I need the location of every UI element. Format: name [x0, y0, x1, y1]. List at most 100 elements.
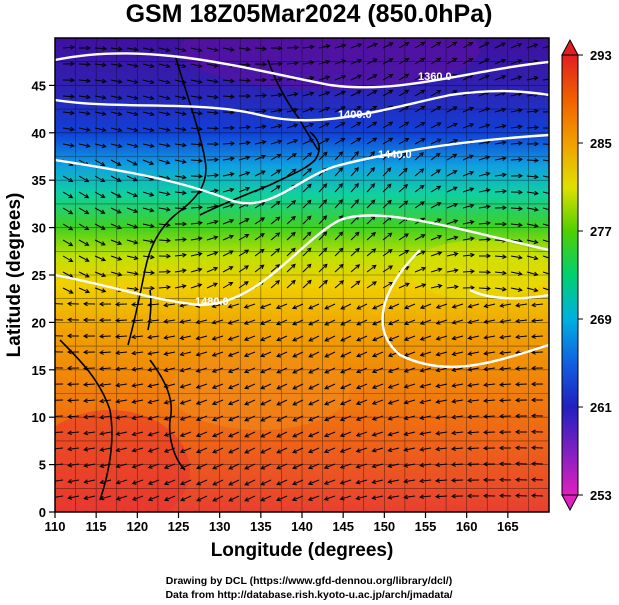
- wind-arrow: [142, 127, 155, 133]
- wind-arrow: [371, 463, 384, 469]
- wind-arrow: [270, 216, 281, 225]
- wind-arrow: [334, 151, 344, 161]
- wind-arrow: [526, 174, 539, 180]
- wind-arrow: [174, 127, 187, 132]
- wind-arrow: [276, 383, 288, 390]
- wind-arrow: [228, 447, 240, 454]
- wind-arrow: [222, 94, 236, 99]
- wind-arrow: [340, 367, 352, 374]
- wind-arrow: [158, 207, 171, 212]
- wind-arrow: [270, 45, 284, 51]
- wind-arrow: [302, 167, 312, 177]
- wind-arrow: [466, 461, 480, 467]
- wind-arrow: [174, 237, 188, 242]
- wind-arrow: [462, 170, 475, 177]
- wind-arrow: [403, 367, 416, 373]
- wind-arrow: [94, 239, 106, 246]
- wind-arrow: [174, 252, 187, 258]
- wind-arrow: [356, 303, 368, 310]
- wind-arrow: [387, 319, 400, 326]
- wind-arrow: [334, 263, 344, 273]
- wind-arrow: [398, 233, 409, 241]
- wind-arrow: [450, 493, 464, 499]
- wind-arrow: [323, 479, 336, 485]
- wind-arrow: [308, 415, 320, 422]
- wind-arrow: [243, 367, 256, 374]
- wind-arrow: [190, 173, 204, 179]
- wind-arrow: [466, 493, 479, 499]
- wind-arrow: [260, 415, 272, 422]
- wind-arrow: [382, 58, 394, 65]
- wind-arrow: [286, 279, 296, 289]
- wind-arrow: [254, 46, 268, 51]
- wind-arrow: [398, 89, 410, 97]
- wind-arrow: [430, 73, 442, 81]
- wind-arrow: [206, 141, 220, 147]
- wind-arrow: [514, 461, 528, 467]
- wind-arrow: [515, 334, 528, 340]
- wind-arrow: [340, 303, 352, 310]
- wind-arrow: [158, 79, 171, 85]
- wind-arrow: [446, 235, 459, 241]
- wind-arrow: [515, 318, 528, 324]
- wind-arrow: [366, 248, 377, 257]
- wind-arrow: [308, 367, 320, 374]
- wind-arrow: [286, 107, 299, 113]
- y-tick-label: 0: [39, 505, 46, 520]
- wind-arrow: [366, 137, 378, 145]
- wind-arrow: [78, 127, 91, 132]
- wind-arrow: [62, 255, 74, 263]
- wind-arrow: [211, 335, 224, 341]
- wind-arrow: [179, 447, 192, 454]
- wind-arrow: [260, 383, 272, 390]
- wind-arrow: [244, 495, 256, 502]
- wind-arrow: [260, 463, 272, 470]
- wind-arrow: [212, 447, 224, 454]
- wind-arrow: [126, 191, 139, 198]
- x-tick-label: 145: [332, 519, 354, 534]
- wind-arrow: [94, 127, 107, 133]
- wind-arrow: [55, 333, 64, 339]
- wind-arrow: [206, 219, 219, 225]
- wind-arrow: [478, 171, 491, 177]
- wind-arrow: [292, 351, 304, 358]
- wind-arrow: [414, 73, 426, 81]
- contour-line: [381, 249, 549, 368]
- wind-arrow: [478, 74, 490, 81]
- wind-arrow: [292, 431, 304, 438]
- wind-arrow: [110, 79, 123, 84]
- wind-arrow: [446, 122, 458, 129]
- wind-arrow: [435, 303, 448, 309]
- wind-arrow: [222, 203, 235, 209]
- x-tick-label: 115: [86, 519, 107, 534]
- wind-arrow: [482, 429, 496, 435]
- wind-arrow: [211, 431, 224, 438]
- wind-arrow: [324, 335, 336, 342]
- wind-arrow: [467, 382, 480, 388]
- wind-arrow: [334, 167, 344, 177]
- wind-arrow: [179, 431, 192, 437]
- wind-arrow: [244, 383, 256, 390]
- wind-arrow: [324, 383, 336, 390]
- wind-arrow: [466, 477, 480, 483]
- wind-arrow: [131, 447, 144, 453]
- wind-arrow: [446, 153, 458, 161]
- wind-arrow: [131, 463, 144, 469]
- wind-arrow: [158, 159, 171, 165]
- wind-arrow: [340, 383, 352, 390]
- wind-arrow: [434, 478, 448, 483]
- wind-arrow: [318, 44, 331, 49]
- wind-arrow: [526, 223, 539, 228]
- wind-arrow: [276, 399, 288, 406]
- wind-arrow: [334, 43, 347, 49]
- wind-arrow: [163, 367, 176, 373]
- wind-arrow: [62, 287, 74, 294]
- wind-arrow: [482, 493, 496, 499]
- wind-arrow: [174, 47, 187, 53]
- wind-arrow: [238, 218, 250, 225]
- wind-arrow: [382, 89, 394, 97]
- y-tick-label: 25: [32, 268, 46, 283]
- wind-arrow: [430, 41, 442, 49]
- wind-arrow: [244, 447, 256, 454]
- wind-arrow: [318, 247, 328, 257]
